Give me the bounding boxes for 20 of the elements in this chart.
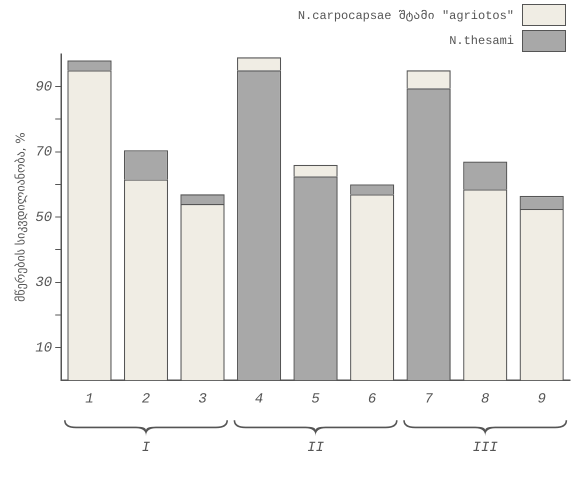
y-tick-label: 50 xyxy=(35,210,52,226)
y-tick-label: 90 xyxy=(35,79,52,96)
y-tick-label: 70 xyxy=(35,144,52,161)
x-tick-label: 5 xyxy=(311,391,320,408)
x-tick-label: 4 xyxy=(254,391,264,408)
x-tick-label: 7 xyxy=(424,391,434,408)
text: II xyxy=(307,440,324,456)
legend-label: N.carpocapsae შტამი "agriotos" xyxy=(298,8,514,22)
text: I xyxy=(142,440,150,456)
x-tick-label: 3 xyxy=(198,391,207,408)
x-tick-label: 9 xyxy=(538,391,546,408)
legend-label: N.thesami xyxy=(449,34,514,48)
x-tick-label: 6 xyxy=(368,391,376,408)
x-tick-label: 1 xyxy=(85,391,94,408)
x-tick-label: 2 xyxy=(142,391,150,408)
y-tick-label: 10 xyxy=(35,340,52,356)
x-tick-label: 8 xyxy=(480,391,490,408)
y-axis-title: მწერების სიკვდილიანობა, % xyxy=(13,132,28,302)
text: III xyxy=(472,440,498,456)
y-tick-label: 30 xyxy=(35,275,52,292)
